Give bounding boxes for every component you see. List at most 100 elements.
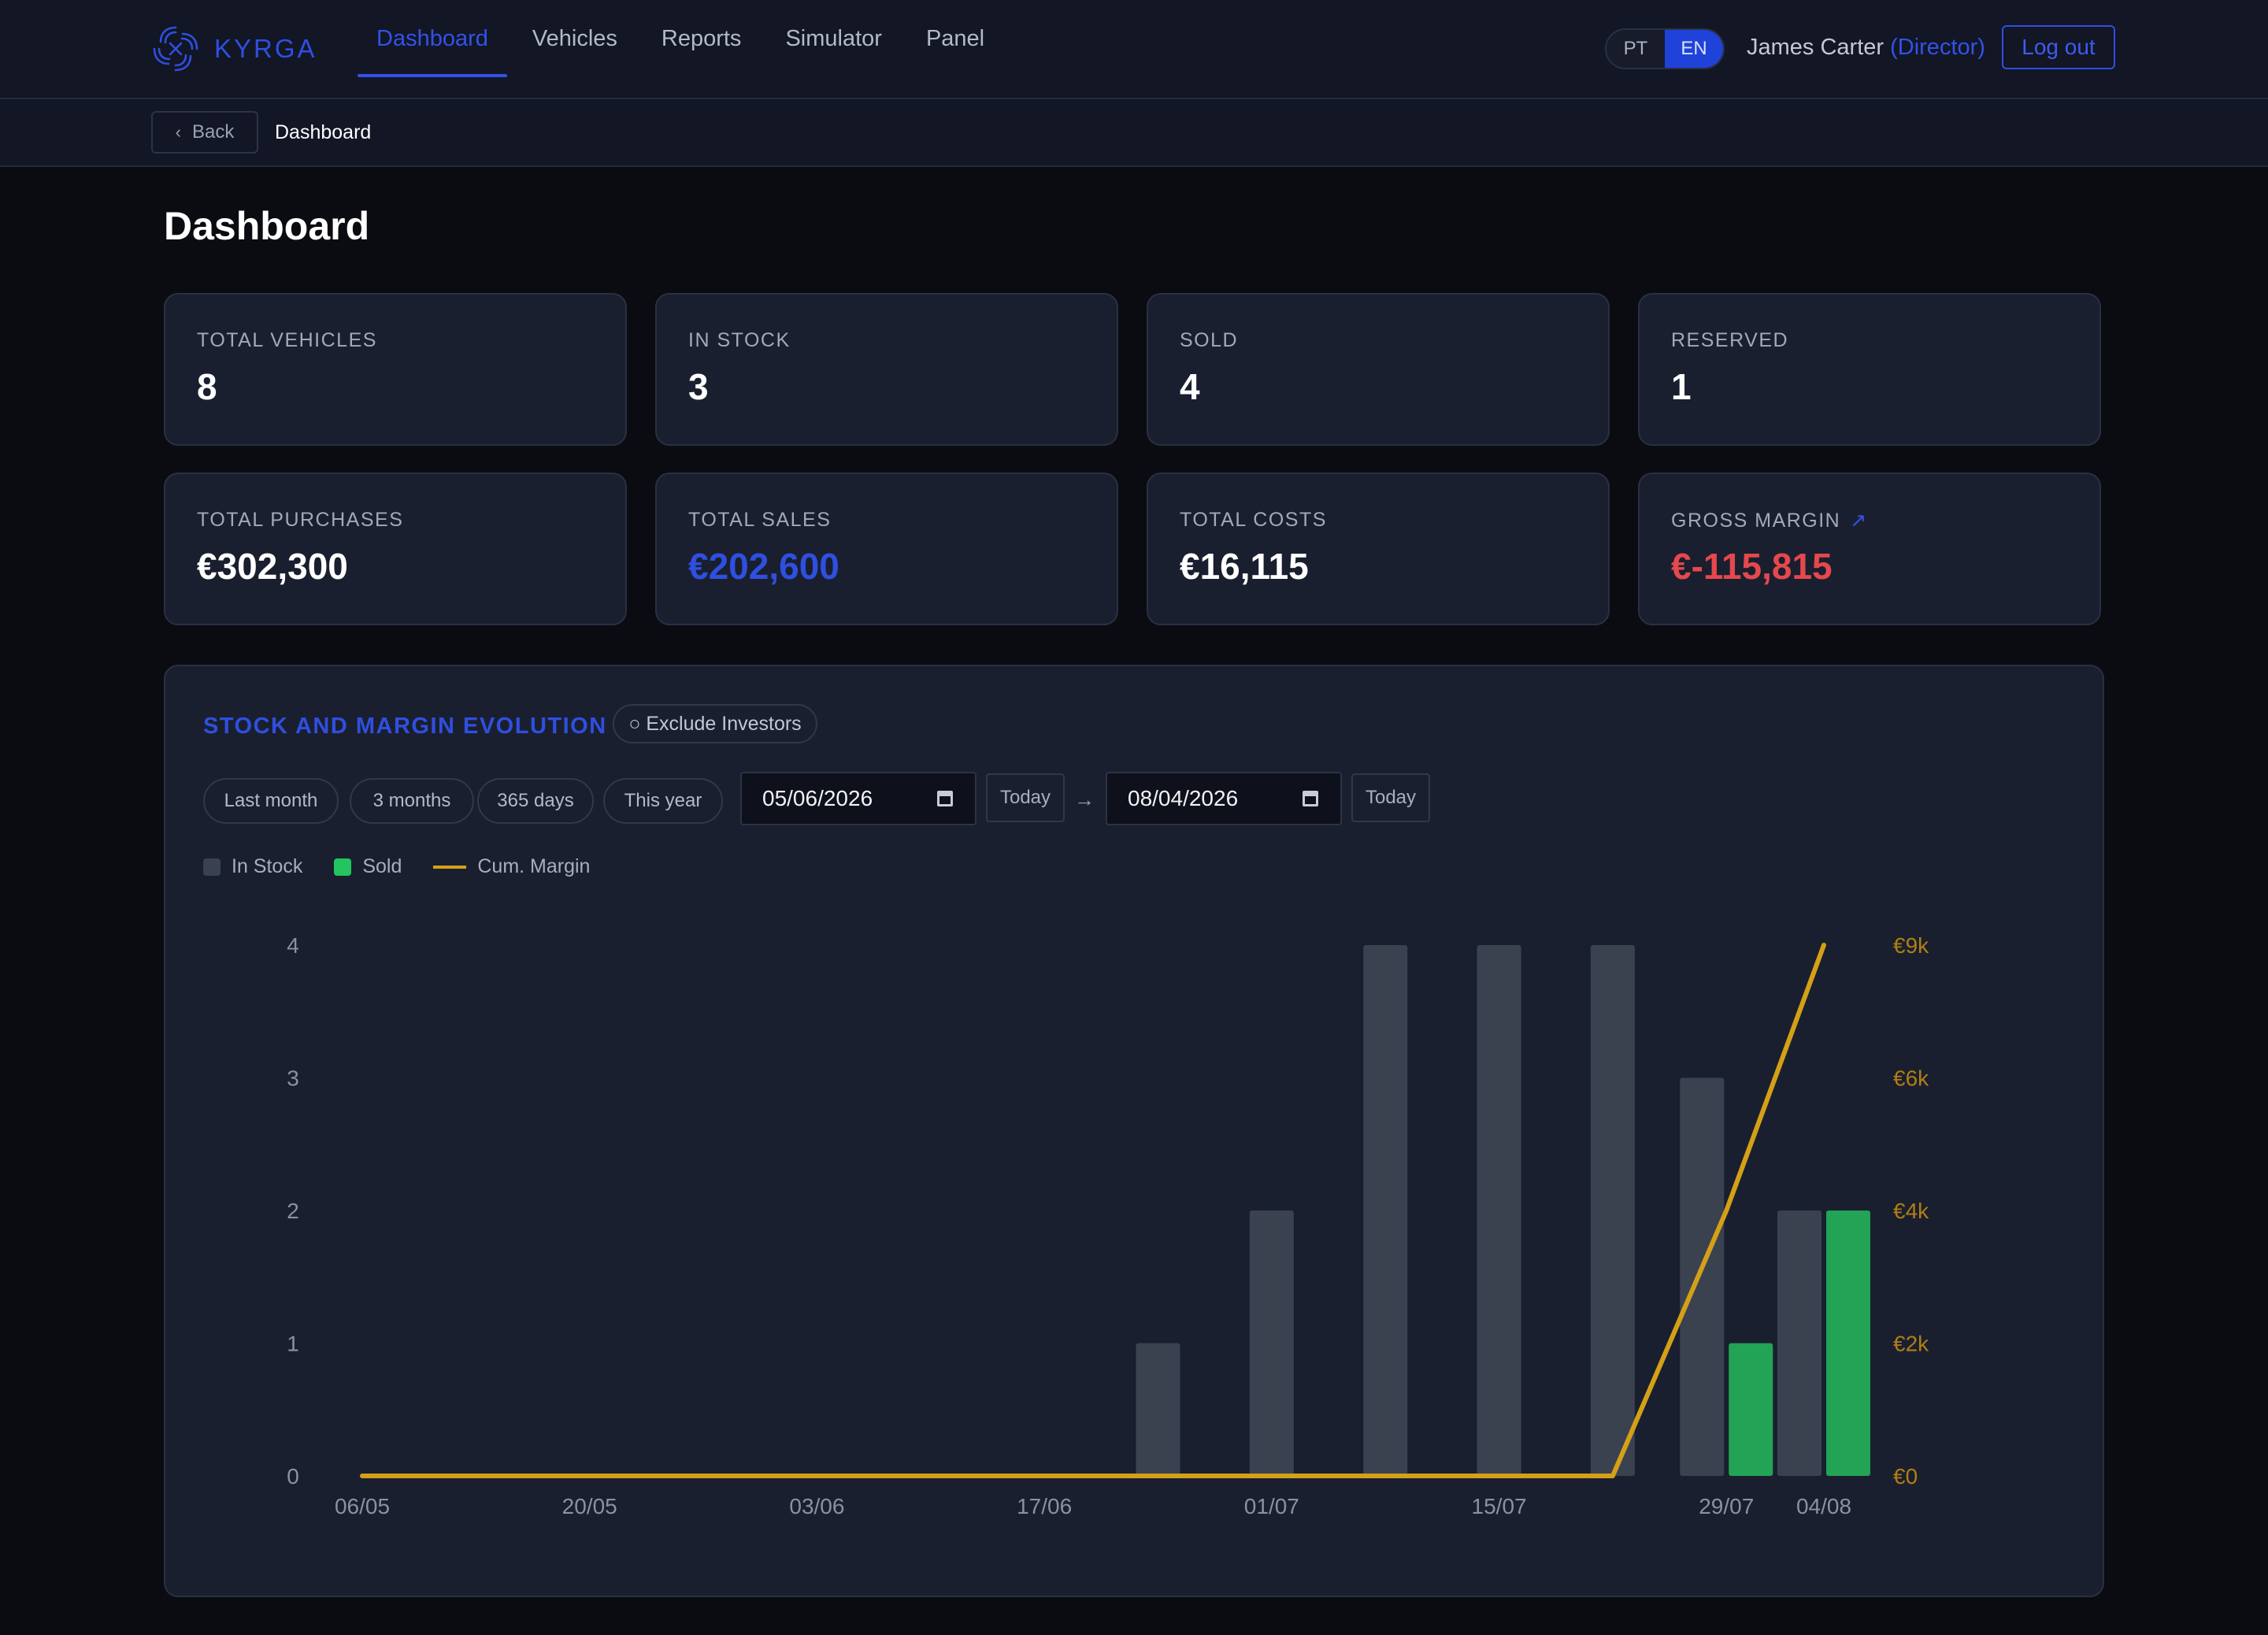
x-tick-label: 03/06 [789,1494,844,1518]
x-tick-label: 04/08 [1796,1494,1851,1518]
legend-swatch [334,858,352,876]
back-label: Back [191,121,235,143]
legend-cum-margin[interactable]: Cum. Margin [433,855,590,878]
legend-label: Sold [362,855,402,877]
stat-card-total-vehicles: TOTAL VEHICLES 8 [164,293,627,446]
stat-value: 3 [688,366,709,407]
stat-card-sold: SOLD 4 [1147,293,1610,446]
stat-label: TOTAL VEHICLES [197,329,377,351]
date-to-input[interactable]: 08/04/2026 [1106,772,1342,825]
nav-simulator[interactable]: Simulator [785,25,882,51]
stock-margin-chart: 0 1 2 3 4 €0 €2k €4k €6k €9k 06/05 20/05 03/06 17/06 0… [287,933,1929,1518]
legend-sold[interactable]: Sold [334,855,402,878]
stock-margin-panel: STOCK AND MARGIN EVOLUTION ○ Exclude Inv… [164,665,2104,1597]
current-user: James Carter (Director) [1747,35,1985,61]
stat-card-total-costs: TOTAL COSTS €16,115 [1147,473,1610,625]
date-from-value: 05/06/2026 [762,786,873,810]
nav-panel[interactable]: Panel [925,25,985,51]
user-role: (Director) [1890,35,1985,60]
x-tick-label: 06/05 [335,1494,390,1518]
y-right-tick-label: €6k [1893,1066,1929,1091]
stat-label: GROSS MARGIN ↗ [1671,509,1868,532]
bar-in-stock [1477,945,1521,1476]
today-to-button[interactable]: Today [1351,773,1430,822]
date-from-input[interactable]: 05/06/2026 [740,772,976,825]
y-left-tick-label: 3 [287,1066,299,1091]
stat-label: SOLD [1180,329,1239,351]
stat-value: €302,300 [197,546,348,587]
bar-sold [1729,1343,1773,1476]
y-right-tick-label: €4k [1893,1199,1929,1223]
calendar-icon[interactable] [1303,791,1318,806]
stat-card-gross-margin[interactable]: GROSS MARGIN ↗ €-115,815 [1638,473,2101,625]
nav-dashboard[interactable]: Dashboard [358,0,507,77]
stat-value: €-115,815 [1671,546,1833,587]
page-title: Dashboard [164,204,370,248]
x-tick-label: 01/07 [1244,1494,1299,1518]
chart-legend: In Stock Sold Cum. Margin [203,855,621,878]
exclude-investors-toggle[interactable]: ○ Exclude Investors [613,704,817,743]
stat-value: 1 [1671,366,1692,407]
stat-card-total-sales: TOTAL SALES €202,600 [655,473,1118,625]
external-link-icon[interactable]: ↗ [1850,510,1868,532]
y-right-tick-label: €2k [1893,1332,1929,1356]
legend-in-stock[interactable]: In Stock [203,855,302,878]
calendar-icon[interactable] [937,791,953,806]
stat-card-reserved: RESERVED 1 [1638,293,2101,446]
stat-label: TOTAL SALES [688,509,832,531]
date-to-value: 08/04/2026 [1128,786,1239,810]
kyrga-logo-icon [153,26,198,72]
logout-button[interactable]: Log out [2002,25,2115,69]
y-left-tick-label: 0 [287,1464,299,1489]
nav-vehicles[interactable]: Vehicles [532,25,617,51]
range-last-month[interactable]: Last month [203,778,339,824]
language-toggle: PT EN [1605,28,1725,69]
stat-value: 8 [197,366,217,407]
lang-option-en[interactable]: EN [1665,30,1723,68]
range-this-year[interactable]: This year [603,778,723,824]
bar-in-stock [1363,945,1408,1476]
stat-card-in-stock: IN STOCK 3 [655,293,1118,446]
y-right-tick-label: €0 [1893,1464,1918,1489]
legend-label: In Stock [232,855,303,877]
bar-in-stock [1680,1077,1725,1476]
x-tick-label: 20/05 [562,1494,617,1518]
brand-name: KYRGA [214,34,317,63]
nav-reports[interactable]: Reports [661,25,742,51]
stat-card-total-purchases: TOTAL PURCHASES €302,300 [164,473,627,625]
legend-label: Cum. Margin [477,855,591,877]
stat-label: IN STOCK [688,329,791,351]
main-nav: Dashboard Vehicles Reports Simulator Pan… [358,0,1010,98]
back-button[interactable]: ‹ Back [151,111,258,154]
bar-in-stock [1249,1210,1294,1476]
stat-label: TOTAL COSTS [1180,509,1327,531]
legend-line [433,865,467,869]
y-left-tick-label: 4 [287,933,299,958]
range-3-months[interactable]: 3 months [350,778,474,824]
bar-sold [1826,1210,1870,1476]
range-365-days[interactable]: 365 days [477,778,594,824]
range-arrow: → [1074,788,1095,811]
brand-logo[interactable]: KYRGA [150,22,317,76]
bar-in-stock [1136,1343,1180,1476]
stat-label: TOTAL PURCHASES [197,509,404,531]
lang-option-pt[interactable]: PT [1623,38,1648,59]
x-tick-label: 17/06 [1017,1494,1072,1518]
y-right-tick-label: €9k [1893,933,1929,958]
panel-title: STOCK AND MARGIN EVOLUTION [203,714,607,739]
x-tick-label: 29/07 [1699,1494,1754,1518]
bar-in-stock [1590,945,1635,1476]
stat-label: RESERVED [1671,329,1789,351]
stat-value: €16,115 [1180,546,1309,587]
today-from-button[interactable]: Today [986,773,1065,822]
legend-swatch [203,858,220,876]
breadcrumb-current: Dashboard [275,121,372,143]
chevron-left-icon: ‹ [175,122,181,142]
top-navbar: KYRGA Dashboard Vehicles Reports Simulat… [0,0,2268,99]
y-left-tick-label: 2 [287,1199,299,1223]
cum-margin-line [360,943,1826,1478]
user-name: James Carter [1747,35,1884,60]
x-tick-label: 15/07 [1472,1494,1527,1518]
y-left-tick-label: 1 [287,1332,299,1356]
stat-label-text: GROSS MARGIN [1671,510,1841,532]
